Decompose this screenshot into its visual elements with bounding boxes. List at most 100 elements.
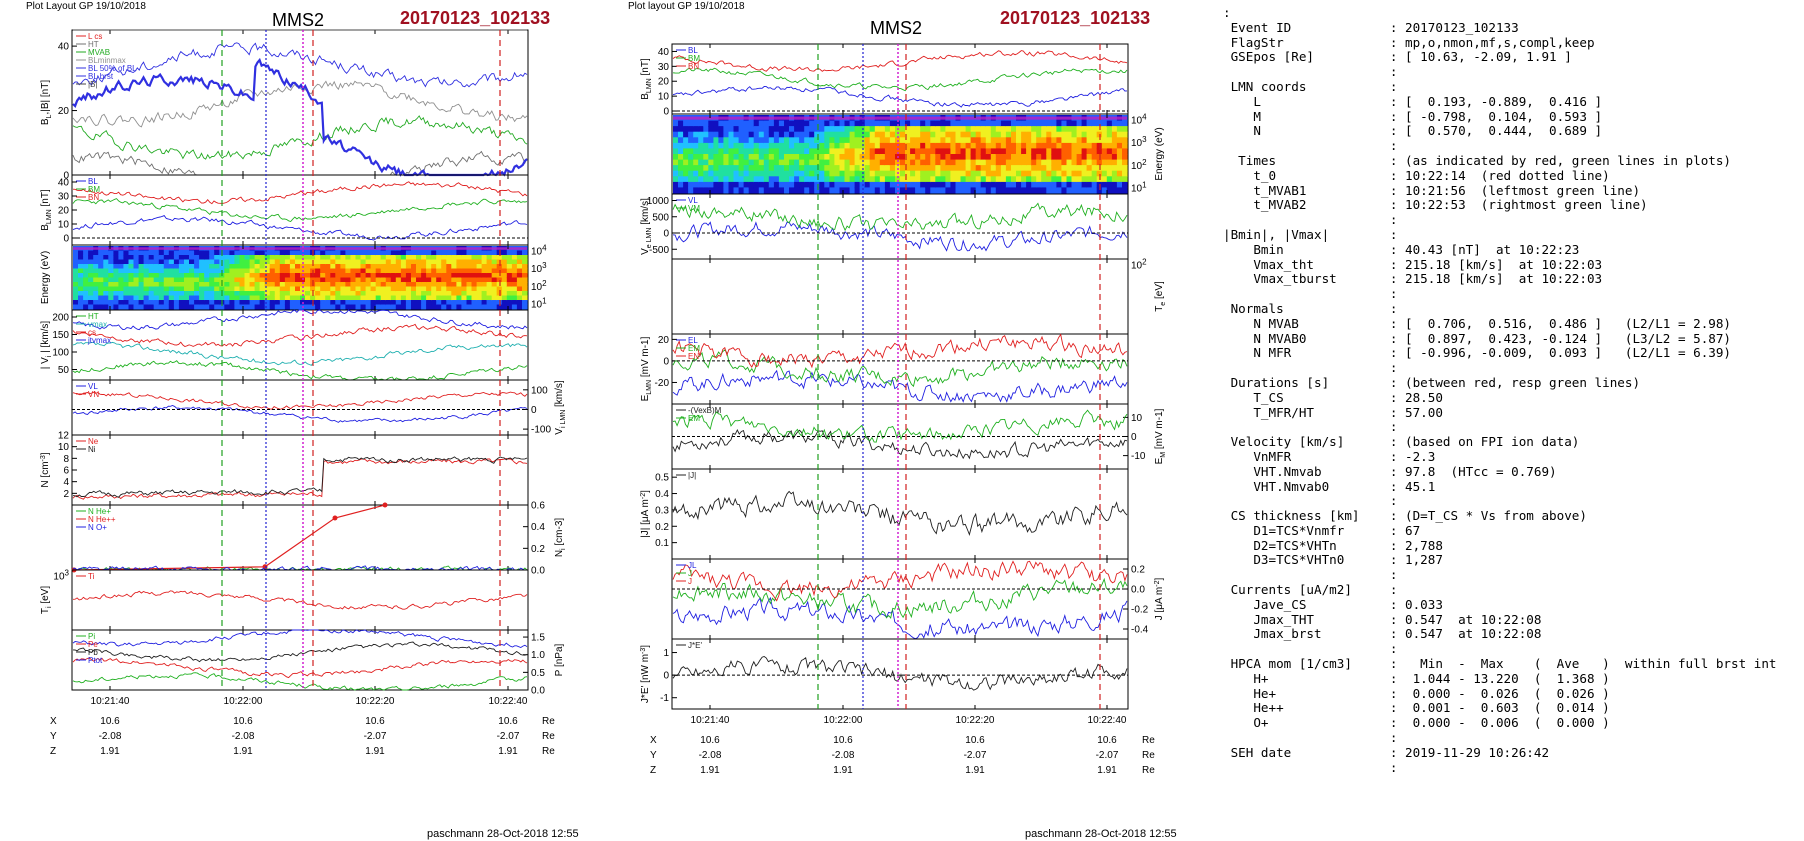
summary-row: He++ : 0.001 - 0.603 ( 0.014 ) bbox=[1223, 701, 1798, 716]
spectrogram-cell bbox=[713, 170, 719, 177]
spectrogram-cell bbox=[773, 170, 780, 177]
spectrogram-cell bbox=[1021, 159, 1027, 166]
spectrogram-cell bbox=[522, 250, 528, 256]
spectrogram-cell bbox=[889, 120, 896, 127]
spectrogram-cell bbox=[264, 273, 271, 279]
spectrogram-cell bbox=[355, 282, 362, 288]
spectrogram-cell bbox=[703, 170, 709, 177]
spectrogram-cell bbox=[1122, 148, 1128, 155]
spectrogram-cell bbox=[920, 170, 926, 177]
spectrogram-cell bbox=[763, 181, 770, 189]
spectrogram-cell bbox=[189, 291, 195, 297]
spectrogram-cell bbox=[284, 259, 291, 265]
spectrogram-cell bbox=[1081, 176, 1088, 183]
spectrogram-cell bbox=[844, 148, 851, 155]
spectrogram-cell bbox=[143, 259, 150, 265]
spectrogram-cell bbox=[970, 148, 977, 155]
ephemeris-value: -2.07 bbox=[964, 750, 987, 761]
spectrogram-cell bbox=[506, 286, 513, 292]
spectrogram-cell bbox=[1061, 120, 1067, 127]
spectrogram-cell bbox=[1066, 126, 1073, 133]
spectrogram-cell bbox=[320, 259, 326, 265]
spectrogram-cell bbox=[254, 273, 261, 279]
spectrogram-cell bbox=[854, 131, 861, 138]
spectrogram-cell bbox=[1091, 170, 1098, 177]
spectrogram-cell bbox=[370, 273, 377, 279]
spectrogram-cell bbox=[466, 295, 473, 301]
spectrogram-cell bbox=[360, 282, 367, 288]
spectrogram-cell bbox=[1066, 176, 1073, 183]
spectrogram-cell bbox=[763, 142, 770, 150]
spectrogram-cell bbox=[794, 170, 800, 177]
spectrogram-cell bbox=[723, 137, 729, 144]
panel-J: 0.50.40.30.20.1|J| [μA m-2]|J| bbox=[640, 468, 1129, 560]
spectrogram-cell bbox=[375, 282, 382, 288]
spectrogram-cell bbox=[678, 154, 684, 161]
spectrogram-cell bbox=[209, 277, 215, 283]
summary-row: Jmax_brst : 0.547 at 10:22:08 bbox=[1223, 627, 1798, 642]
y-tick-label: 104 bbox=[1131, 113, 1147, 127]
spectrogram-cell bbox=[1051, 131, 1057, 138]
spectrogram-cell bbox=[1031, 131, 1037, 138]
spectrogram-cell bbox=[1101, 120, 1108, 127]
spectrogram-cell bbox=[874, 181, 881, 189]
spectrogram-cell bbox=[1116, 176, 1123, 183]
spectrogram-cell bbox=[103, 277, 109, 283]
spectrogram-cell bbox=[1046, 148, 1052, 155]
spectrogram-cell bbox=[1000, 126, 1007, 133]
spectrogram-cell bbox=[158, 268, 165, 274]
legend-label: VM bbox=[688, 204, 700, 213]
spectrogram-cell bbox=[1066, 170, 1073, 177]
spectrogram-cell bbox=[194, 255, 200, 261]
spectrogram-cell bbox=[239, 277, 246, 283]
spectrogram-cell bbox=[189, 273, 195, 279]
spectrogram-cell bbox=[204, 304, 210, 310]
spectrogram-cell bbox=[274, 255, 281, 261]
spectrogram-cell bbox=[829, 126, 835, 133]
spectrogram-cell bbox=[103, 300, 109, 306]
y-axis-label-right: Vi LMN [km/s] bbox=[554, 380, 567, 435]
spectrogram-cell bbox=[471, 255, 478, 261]
spectrogram-cell bbox=[189, 250, 195, 256]
spectrogram-cell bbox=[778, 126, 785, 133]
spectrogram-cell bbox=[748, 154, 755, 161]
spectrogram-cell bbox=[925, 148, 931, 155]
spectrogram-cell bbox=[1026, 176, 1032, 183]
spectrogram-cell bbox=[471, 273, 478, 279]
spectrogram-cell bbox=[486, 264, 493, 270]
spectrogram-cell bbox=[854, 170, 861, 177]
spectrogram-cell bbox=[345, 291, 351, 297]
spectrogram-cell bbox=[950, 148, 956, 155]
y-tick-label: 2 bbox=[63, 489, 69, 500]
spectrogram-cell bbox=[718, 165, 724, 172]
spectrogram-cell bbox=[1106, 120, 1113, 127]
spectrogram-cell bbox=[1091, 126, 1098, 133]
spectrogram-cell bbox=[73, 300, 79, 306]
spectrogram-cell bbox=[773, 126, 780, 133]
spectrogram-cell bbox=[693, 187, 699, 194]
summary-row: : bbox=[1223, 730, 1798, 746]
spectrogram-cell bbox=[380, 304, 387, 310]
spectrogram-cell bbox=[703, 187, 709, 194]
y-tick-label: -0.2 bbox=[1131, 605, 1149, 616]
spectrogram-cell bbox=[148, 291, 155, 297]
spectrogram-cell bbox=[400, 291, 407, 297]
spectrogram-cell bbox=[385, 304, 392, 310]
spectrogram-cell bbox=[522, 259, 528, 265]
spectrogram-cell bbox=[1106, 170, 1113, 177]
spectrogram-cell bbox=[849, 165, 856, 172]
summary-key: T_MFR/HT bbox=[1223, 404, 1390, 420]
spectrogram-cell bbox=[1036, 159, 1042, 166]
spectrogram-cell bbox=[758, 131, 765, 138]
summary-row: FlagStr : mp,o,nmon,mf,s,compl,keep bbox=[1223, 35, 1798, 51]
spectrogram-cell bbox=[138, 304, 145, 310]
spectrogram-cell bbox=[920, 176, 926, 183]
spectrogram-cell bbox=[829, 148, 835, 155]
summary-value: 57.00 bbox=[1397, 404, 1443, 420]
spectrogram-cell bbox=[209, 295, 215, 301]
spectrogram-cell bbox=[1051, 176, 1057, 183]
spectrogram-cell bbox=[289, 264, 296, 270]
spectrogram-cell bbox=[486, 286, 493, 292]
spectrogram-cell bbox=[758, 181, 765, 189]
spectrogram-cell bbox=[370, 300, 377, 306]
